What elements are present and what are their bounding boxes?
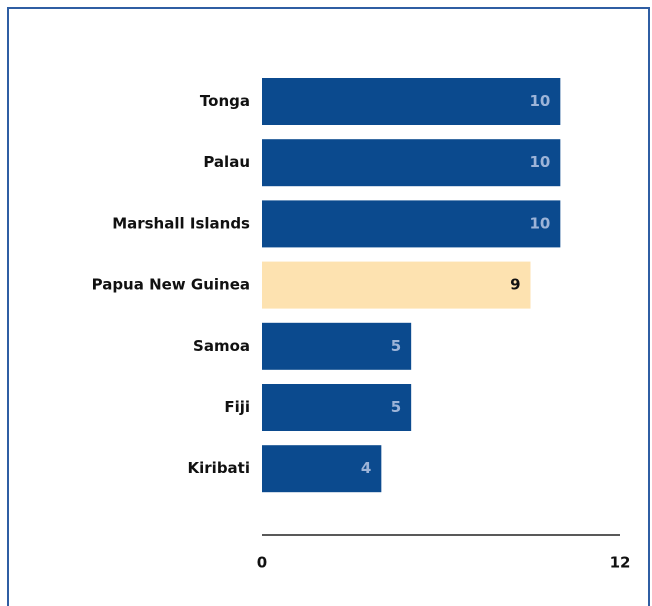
- frame: [7, 7, 650, 606]
- value-label: 5: [391, 398, 401, 416]
- value-label: 10: [529, 153, 550, 171]
- bar: [262, 261, 531, 309]
- bar: [262, 445, 382, 493]
- value-label: 10: [529, 92, 550, 110]
- bar: [262, 384, 412, 431]
- bar: [262, 78, 561, 125]
- y-tick-label: Fiji: [224, 398, 250, 416]
- y-tick-label: Tonga: [200, 92, 250, 110]
- bar: [262, 139, 561, 187]
- bar: [262, 200, 561, 248]
- value-label: 9: [510, 276, 520, 294]
- y-tick-label: Samoa: [193, 337, 250, 355]
- bar: [262, 322, 412, 370]
- x-tick-label: 12: [610, 554, 631, 572]
- y-tick-label: Palau: [203, 153, 250, 171]
- x-tick-label: 0: [257, 554, 267, 572]
- value-label: 4: [361, 459, 371, 477]
- y-tick-label: Marshall Islands: [112, 214, 250, 232]
- y-tick-label: Kiribati: [188, 459, 250, 477]
- value-label: 5: [391, 337, 401, 355]
- y-tick-label: Papua New Guinea: [92, 276, 250, 294]
- value-label: 10: [529, 214, 550, 232]
